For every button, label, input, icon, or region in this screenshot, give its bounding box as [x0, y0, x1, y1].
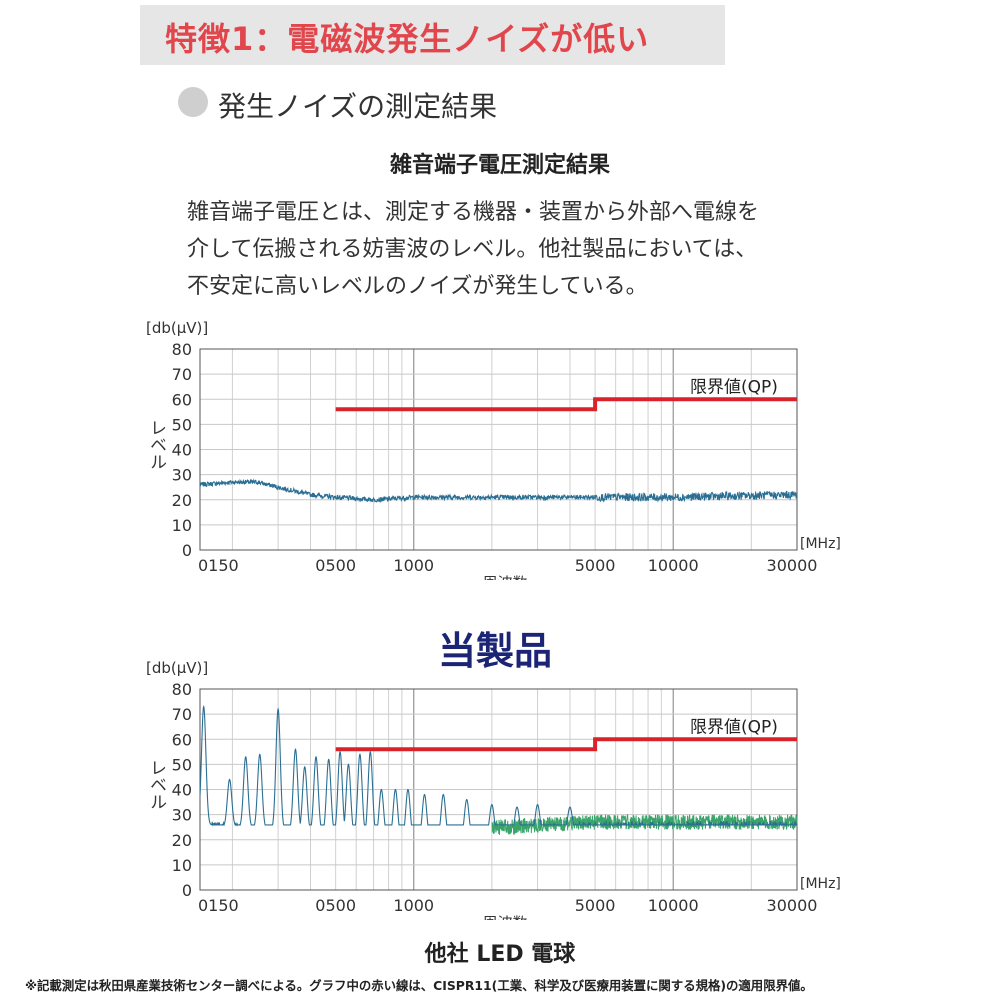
plot-border — [199, 348, 798, 551]
y-tick-label: 10 — [172, 516, 192, 535]
y-axis-unit: [db(μV)] — [146, 659, 208, 677]
x-tick-label: 30000 — [767, 896, 818, 915]
x-tick-label: 10000 — [648, 556, 699, 575]
subheading: 発生ノイズの測定結果 — [218, 90, 498, 123]
x-axis-unit: [MHz] — [800, 876, 841, 892]
y-tick-label: 60 — [172, 390, 192, 409]
result-title: 雑音端子電圧測定結果 — [389, 153, 610, 178]
x-axis-unit: [MHz] — [800, 536, 841, 552]
footnote: ※記載測定は秋田県産業技術センター調べによる。グラフ中の赤い線は、CISPR11… — [25, 978, 813, 993]
x-axis-label: 周波数 — [482, 574, 527, 580]
y-tick-label: 40 — [172, 781, 192, 800]
x-tick-label: 10000 — [648, 896, 699, 915]
x-tick-label: 0500 — [315, 896, 356, 915]
limit-label: 限界値(QP) — [690, 378, 778, 398]
y-tick-label: 0 — [182, 881, 192, 900]
bullet-circle-icon — [178, 87, 208, 117]
x-tick-label: 0150 — [198, 556, 239, 575]
y-tick-label: 0 — [182, 541, 192, 560]
x-tick-label: 5000 — [575, 556, 616, 575]
noise-series-line-green — [491, 813, 798, 836]
description-line-1: 雑音端子電圧とは、測定する機器・装置から外部へ電線を — [187, 200, 760, 225]
y-axis-label: レベル — [146, 419, 166, 470]
y-tick-label: 50 — [172, 755, 192, 774]
y-axis-unit: [db(μV)] — [146, 319, 208, 337]
title-banner — [140, 5, 725, 65]
x-tick-label: 1000 — [393, 556, 434, 575]
limit-label: 限界値(QP) — [690, 718, 778, 738]
limit-line — [335, 397, 797, 412]
x-tick-label: 0150 — [198, 896, 239, 915]
noise-series-line — [199, 478, 798, 504]
y-tick-label: 10 — [172, 856, 192, 875]
y-tick-label: 70 — [172, 365, 192, 384]
competitor-noise-chart: 0 10 20 30 40 50 60 70 80 0150 0500 1000 5000 10000 30… — [146, 659, 841, 920]
description-line-2: 介して伝搬される妨害波のレベル。他社製品においては、 — [187, 237, 758, 262]
limit-line — [335, 737, 797, 752]
y-axis-label: レベル — [146, 759, 166, 810]
y-tick-label: 30 — [172, 466, 192, 485]
y-tick-label: 70 — [172, 705, 192, 724]
x-tick-label: 5000 — [575, 896, 616, 915]
y-tick-label: 50 — [172, 415, 192, 434]
x-tick-label: 30000 — [767, 556, 818, 575]
y-tick-label: 80 — [172, 680, 192, 699]
product-noise-chart: 0 10 20 30 40 50 60 70 80 0150 0500 1000 5000 10000 30… — [146, 319, 841, 580]
description-line-3: 不安定に高いレベルのノイズが発生している。 — [187, 274, 648, 299]
noise-series-line — [199, 704, 798, 827]
y-tick-label: 80 — [172, 340, 192, 359]
product-label: 当製品 — [437, 629, 552, 673]
y-tick-label: 20 — [172, 491, 192, 510]
x-tick-label: 1000 — [393, 896, 434, 915]
x-tick-label: 0500 — [315, 556, 356, 575]
y-tick-label: 20 — [172, 831, 192, 850]
y-tick-label: 30 — [172, 806, 192, 825]
y-tick-label: 60 — [172, 730, 192, 749]
y-tick-label: 40 — [172, 441, 192, 460]
x-axis-label: 周波数 — [482, 914, 527, 920]
competitor-label: 他社 LED 電球 — [424, 942, 576, 967]
page-title: 特徴1：電磁波発生ノイズが低い — [165, 20, 650, 58]
